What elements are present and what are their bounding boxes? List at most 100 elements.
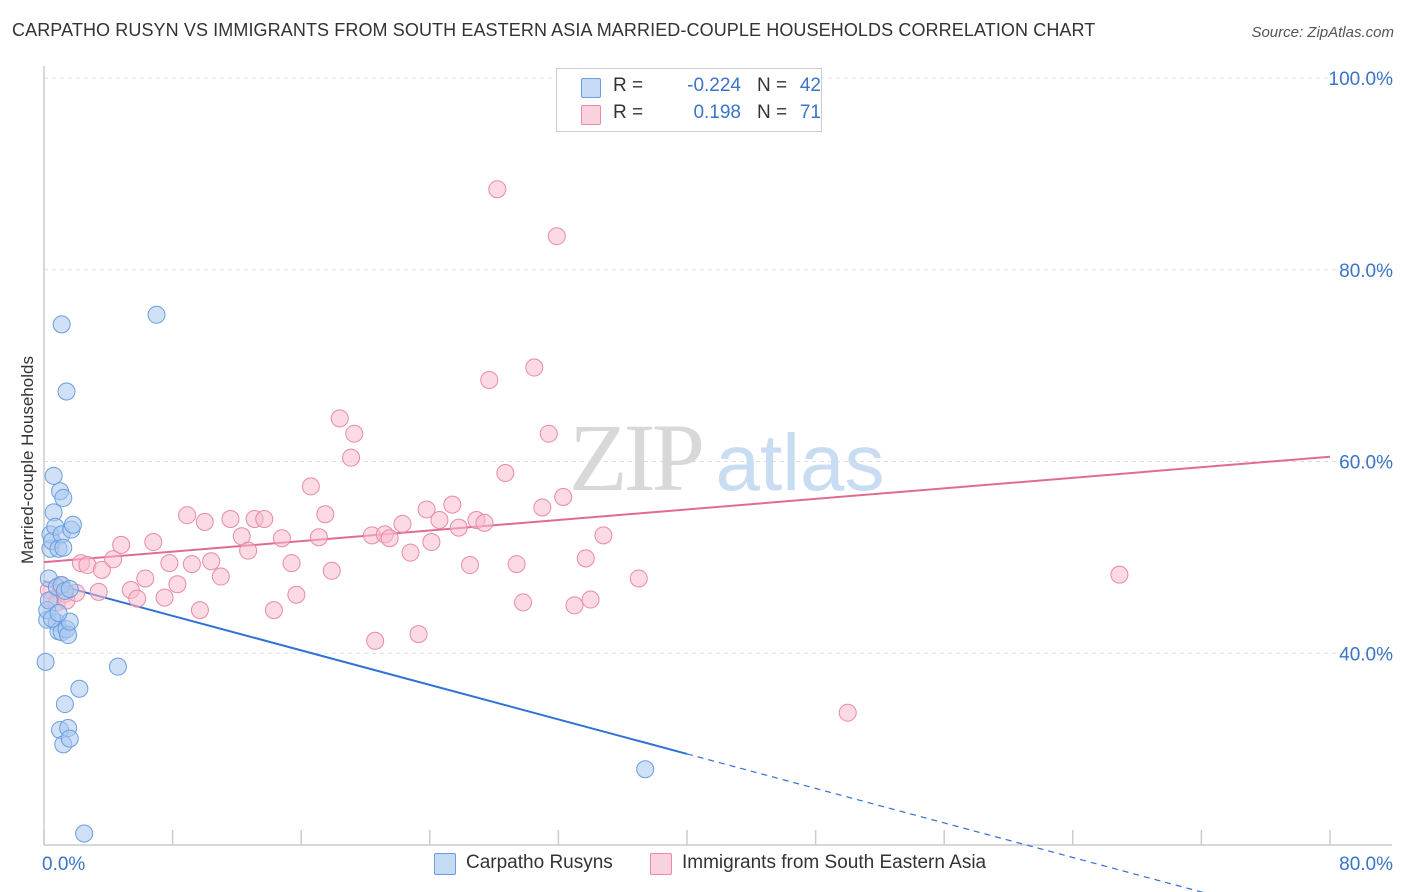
legend-n-value: 71 <box>799 102 821 123</box>
data-point-se-asia <box>128 589 147 608</box>
data-point-se-asia <box>417 500 436 519</box>
legend-label: Immigrants from South Eastern Asia <box>682 852 987 873</box>
data-point-se-asia <box>581 590 600 609</box>
legend-swatch-blue <box>581 78 601 98</box>
data-point-se-asia <box>330 409 349 428</box>
data-point-se-asia <box>554 487 573 506</box>
source-label: Source: ZipAtlas.com <box>1251 24 1394 41</box>
x-tick-label: 0.0% <box>42 854 85 875</box>
data-point-se-asia <box>838 703 857 722</box>
data-point-se-asia <box>264 601 283 620</box>
data-point-se-asia <box>178 506 197 525</box>
data-point-se-asia <box>443 495 462 514</box>
data-point-se-asia <box>1110 565 1129 584</box>
legend-r-label: R = <box>613 102 644 123</box>
chart-title: CARPATHO RUSYN VS IMMIGRANTS FROM SOUTH … <box>12 20 1096 40</box>
data-point-se-asia <box>565 596 584 615</box>
legend-n-label: N = <box>757 102 788 123</box>
data-point-carpatho <box>63 515 82 534</box>
data-point-se-asia <box>255 510 274 529</box>
legend-r-label: R = <box>613 75 644 96</box>
data-point-se-asia <box>507 555 526 574</box>
data-point-se-asia <box>449 518 468 537</box>
data-point-se-asia <box>89 582 108 601</box>
data-point-se-asia <box>380 529 399 548</box>
trend-line-carpatho <box>43 580 688 755</box>
data-point-carpatho <box>44 466 63 485</box>
data-point-se-asia <box>287 585 306 604</box>
grid-lines <box>44 77 1392 654</box>
legend-n-label: N = <box>757 75 788 96</box>
data-point-se-asia <box>322 561 341 580</box>
data-point-se-asia <box>155 588 174 607</box>
y-tick-label: 100.0% <box>1329 69 1394 90</box>
legend-r-value: -0.224 <box>687 75 741 96</box>
data-point-se-asia <box>190 601 209 620</box>
trend-line-se-asia <box>43 455 1331 564</box>
data-point-carpatho <box>636 760 655 779</box>
data-point-carpatho <box>147 305 166 324</box>
data-point-se-asia <box>144 533 163 552</box>
data-point-se-asia <box>576 549 595 568</box>
watermark: ZIP atlas <box>569 404 884 511</box>
axes <box>43 66 1392 846</box>
data-point-se-asia <box>301 477 320 496</box>
data-point-se-asia <box>409 625 428 644</box>
data-point-se-asia <box>430 510 449 529</box>
data-point-carpatho <box>70 679 89 698</box>
data-point-se-asia <box>239 541 258 560</box>
data-point-se-asia <box>460 556 479 575</box>
legend-swatch-pink <box>650 853 672 875</box>
data-point-carpatho <box>54 488 73 507</box>
data-point-se-asia <box>160 554 179 573</box>
data-point-se-asia <box>488 180 507 199</box>
data-point-carpatho <box>52 315 71 334</box>
data-point-se-asia <box>514 593 533 612</box>
data-point-carpatho <box>55 695 74 714</box>
x-tick-label: 80.0% <box>1339 854 1393 875</box>
data-point-se-asia <box>92 560 111 579</box>
legend-swatch-pink <box>581 105 601 125</box>
watermark-atlas: atlas <box>716 418 885 507</box>
data-point-carpatho <box>108 657 127 676</box>
data-point-se-asia <box>202 552 221 571</box>
data-point-se-asia <box>182 555 201 574</box>
data-point-se-asia <box>393 514 412 533</box>
trend-line-carpatho-extension <box>686 753 1204 892</box>
data-point-se-asia <box>345 424 364 443</box>
data-point-se-asia <box>533 498 552 517</box>
data-point-se-asia <box>221 510 240 529</box>
data-point-se-asia <box>422 533 441 552</box>
data-point-se-asia <box>525 358 544 377</box>
data-point-carpatho <box>60 580 79 599</box>
data-point-carpatho <box>54 538 73 557</box>
data-points <box>36 180 1129 843</box>
data-point-se-asia <box>539 424 558 443</box>
legend-r-value: 0.198 <box>693 102 741 123</box>
y-tick-label: 40.0% <box>1339 644 1393 665</box>
data-point-se-asia <box>282 554 301 573</box>
data-point-se-asia <box>272 529 291 548</box>
data-point-se-asia <box>168 575 187 594</box>
data-point-se-asia <box>629 569 648 588</box>
data-point-se-asia <box>342 448 361 467</box>
legend-label: Carpatho Rusyns <box>466 852 613 873</box>
legend-swatch-blue <box>434 853 456 875</box>
data-point-carpatho <box>57 382 76 401</box>
data-point-carpatho <box>36 652 55 671</box>
data-point-se-asia <box>480 371 499 390</box>
data-point-carpatho <box>60 729 79 748</box>
correlation-legend: R = -0.224 N = 42 R = 0.198 N = 71 <box>556 68 822 132</box>
trend-lines <box>43 455 1331 892</box>
data-point-se-asia <box>195 512 214 531</box>
data-point-se-asia <box>496 464 515 483</box>
tick-labels: 100.0% 80.0% 60.0% 40.0% 0.0% 80.0% <box>42 69 1393 875</box>
data-point-se-asia <box>211 567 230 586</box>
data-point-se-asia <box>594 526 613 545</box>
legend-n-value: 42 <box>799 75 821 96</box>
data-point-se-asia <box>112 535 131 554</box>
data-point-se-asia <box>547 227 566 246</box>
data-point-carpatho <box>75 824 94 843</box>
data-point-se-asia <box>366 631 385 650</box>
